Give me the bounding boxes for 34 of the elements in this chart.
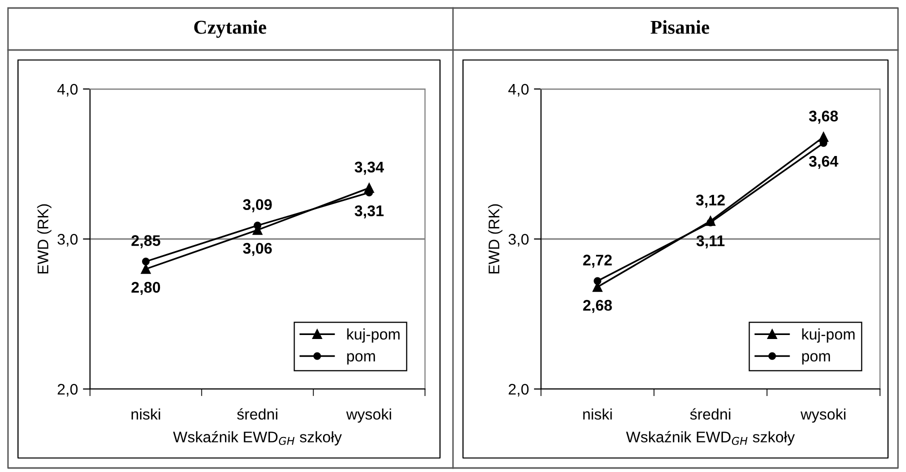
chart-title: Pisanie: [650, 20, 710, 34]
y-tick-label: 2,0: [508, 384, 529, 396]
x-tick-label: średni: [690, 408, 730, 420]
x-tick-label: wysoki: [346, 408, 392, 423]
y-tick-label: 4,0: [57, 84, 78, 96]
chart-title: Czytanie: [194, 20, 266, 38]
legend-label: pom: [802, 353, 830, 365]
y-tick-label: 3,0: [508, 234, 529, 246]
data-label: 2,85: [131, 235, 160, 248]
data-label: 3,06: [242, 242, 272, 256]
data-label: 2,68: [583, 300, 612, 313]
y-tick-label: 2,0: [58, 384, 78, 396]
y-tick-label: 4,0: [508, 84, 529, 96]
data-label: 3,09: [242, 199, 272, 212]
x-axis-title: Wskaźnik EWD$_{GH}$ szkoły: [626, 431, 795, 446]
legend-label: kuj-pom: [802, 328, 855, 343]
data-label: 3,68: [808, 110, 838, 124]
data-label: 3,31: [354, 205, 384, 218]
legend-label: pom: [347, 353, 375, 365]
legend-label: kuj-pom: [347, 328, 400, 343]
x-tick-label: średni: [237, 408, 278, 420]
y-axis-title: EWD (RK): [37, 204, 52, 274]
x-tick-label: niski: [583, 408, 612, 420]
data-label: 3,12: [696, 194, 725, 208]
data-label: 3,64: [808, 156, 838, 169]
data-label: 2,72: [583, 254, 612, 268]
y-axis-title: EWD (RK): [488, 204, 502, 274]
x-tick-label: wysoki: [800, 408, 846, 423]
data-label: 2,80: [131, 282, 160, 295]
x-tick-label: niski: [132, 408, 160, 420]
data-label: 3,11: [696, 235, 725, 248]
y-tick-label: 3,0: [58, 234, 78, 246]
x-axis-title: Wskaźnik EWD$_{GH}$ szkoły: [173, 431, 342, 446]
data-label: 3,34: [354, 162, 384, 175]
